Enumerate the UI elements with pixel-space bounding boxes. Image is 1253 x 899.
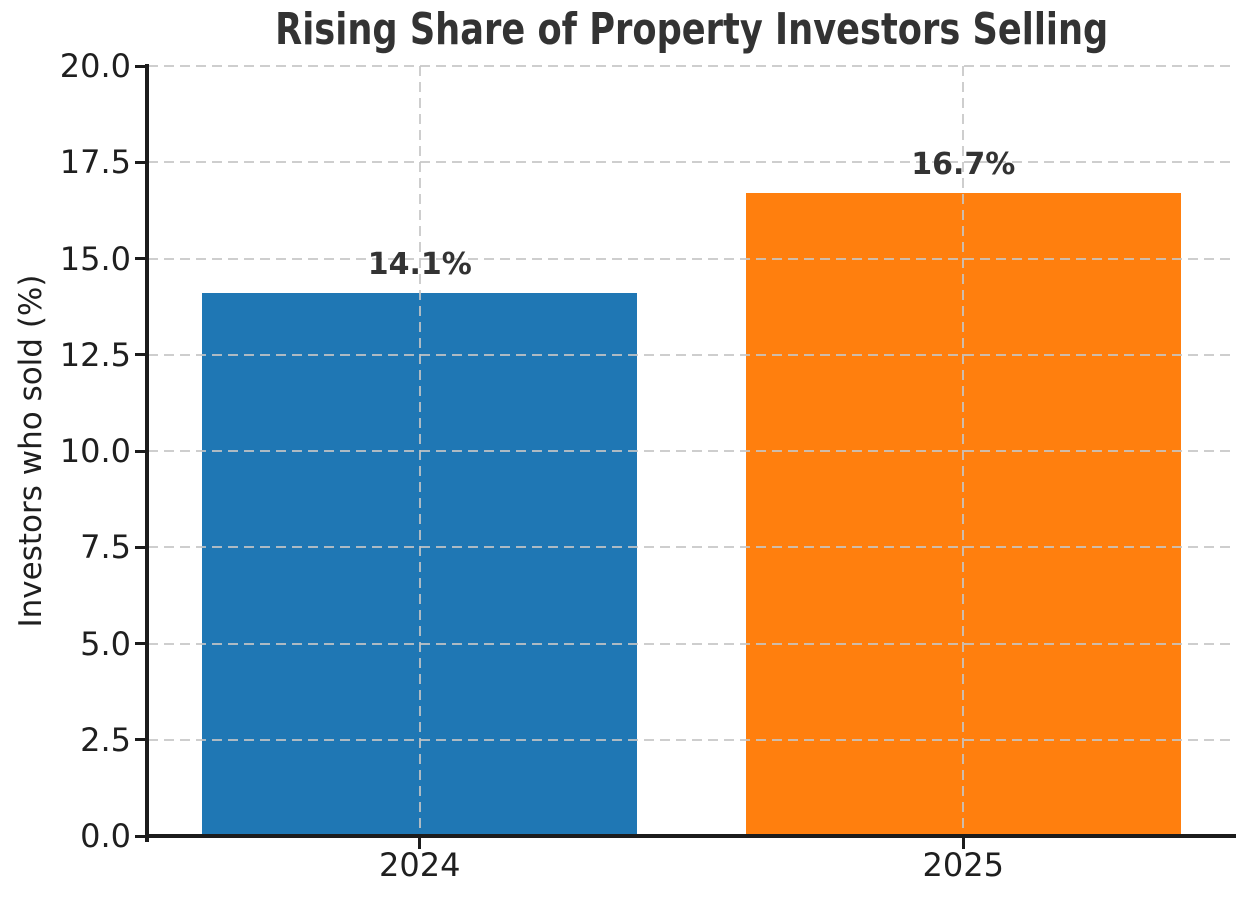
y-tick-mark <box>135 449 148 453</box>
x-tick-label: 2025 <box>922 846 1004 884</box>
y-tick-mark <box>135 642 148 645</box>
y-tick-label: 7.5 <box>80 528 131 567</box>
y-tick-mark <box>135 64 148 68</box>
gridline-vertical <box>962 66 965 836</box>
y-axis-label: Investors who sold (%) <box>13 274 49 628</box>
y-tick-mark <box>135 834 148 838</box>
x-tick-mark <box>418 838 422 849</box>
bar-value-label: 16.7% <box>911 147 1016 183</box>
chart-title-text: Rising Share of Property Investors Selli… <box>274 4 1109 55</box>
bar-value-label: 14.1% <box>367 247 472 283</box>
y-tick-label: 10.0 <box>59 432 131 470</box>
y-tick-mark <box>135 160 148 164</box>
gridline-horizontal <box>148 353 1235 356</box>
gridline-vertical <box>418 66 421 836</box>
gridline-horizontal <box>148 257 1235 260</box>
gridline-horizontal <box>148 65 1235 67</box>
y-tick-mark <box>135 545 148 549</box>
gridline-horizontal <box>148 161 1235 164</box>
chart-title: Rising Share of Property Investors Selli… <box>148 4 1235 55</box>
y-tick-label: 0.0 <box>80 817 131 855</box>
gridline-horizontal <box>148 642 1235 645</box>
gridline-horizontal <box>148 546 1235 549</box>
gridline-horizontal <box>148 738 1235 741</box>
y-tick-mark <box>135 353 148 357</box>
y-tick-label: 17.5 <box>59 143 131 182</box>
y-tick-mark <box>135 738 148 742</box>
x-tick-label: 2024 <box>379 846 461 884</box>
left-spine <box>145 64 149 842</box>
y-tick-label: 15.0 <box>59 239 131 278</box>
x-tick-mark <box>961 838 965 849</box>
bottom-spine <box>145 834 1236 838</box>
y-tick-label: 20.0 <box>59 47 131 85</box>
y-tick-label: 5.0 <box>80 624 131 663</box>
y-tick-mark <box>135 257 148 260</box>
y-tick-label: 2.5 <box>80 720 131 759</box>
gridline-horizontal <box>148 450 1235 452</box>
y-tick-label: 12.5 <box>59 335 131 374</box>
